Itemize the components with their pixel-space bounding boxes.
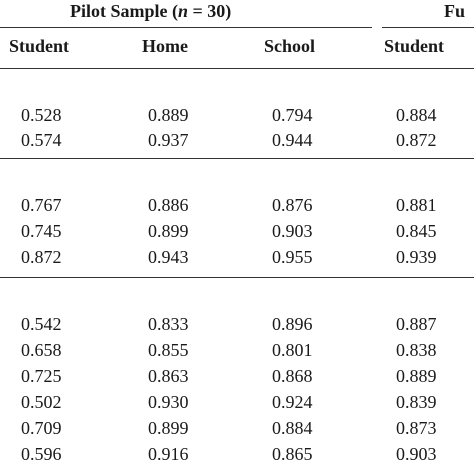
table-cell: 0.930 [148, 392, 189, 412]
table-cell: 0.725 [21, 366, 62, 386]
table-cell: 0.801 [272, 340, 313, 360]
table-cell: 0.542 [21, 314, 62, 334]
table-cell: 0.884 [396, 105, 437, 125]
table-cell: 0.833 [148, 314, 189, 334]
table-cell: 0.903 [396, 444, 437, 464]
group-header-row: Pilot Sample (n = 30) Fu [0, 0, 474, 28]
full-group-underline [382, 27, 474, 28]
table-cell: 0.899 [148, 221, 189, 241]
table-cell: 0.944 [272, 130, 313, 150]
pilot-sample-title: Pilot Sample (n = 30) [70, 1, 231, 22]
table-cell: 0.937 [148, 130, 189, 150]
table-cell: 0.502 [21, 392, 62, 412]
table-cell: 0.881 [396, 195, 437, 215]
table-cell: 0.838 [396, 340, 437, 360]
column-header-student: Student [9, 36, 70, 56]
table-cell: 0.884 [272, 418, 313, 438]
pilot-group-underline [0, 27, 372, 28]
table-cell: 0.855 [148, 340, 189, 360]
section-rule [0, 277, 474, 278]
header-rule [0, 68, 474, 69]
table-cell: 0.596 [21, 444, 62, 464]
table-cell: 0.887 [396, 314, 437, 334]
table-cell: 0.872 [396, 130, 437, 150]
table-cell: 0.868 [272, 366, 313, 386]
table-cell: 0.872 [21, 247, 62, 267]
table-cell: 0.889 [396, 366, 437, 386]
table-cell: 0.924 [272, 392, 313, 412]
table-cell: 0.845 [396, 221, 437, 241]
table-cell: 0.896 [272, 314, 313, 334]
table-cell: 0.899 [148, 418, 189, 438]
full-sample-title: Fu [444, 1, 466, 21]
table-cell: 0.745 [21, 221, 62, 241]
table-cell: 0.839 [396, 392, 437, 412]
table-cell: 0.794 [272, 105, 313, 125]
table-cell: 0.574 [21, 130, 62, 150]
table-cell: 0.886 [148, 195, 189, 215]
column-header-student-full: Student [384, 36, 445, 56]
table-cell: 0.955 [272, 247, 313, 267]
table-cell: 0.863 [148, 366, 189, 386]
pilot-title-n: n [178, 1, 189, 21]
table-cell: 0.876 [272, 195, 313, 215]
table-cell: 0.943 [148, 247, 189, 267]
table-cell: 0.528 [21, 105, 62, 125]
table-cell: 0.903 [272, 221, 313, 241]
table-cell: 0.709 [21, 418, 62, 438]
table-cell: 0.767 [21, 195, 62, 215]
table-cell: 0.889 [148, 105, 189, 125]
pilot-title-prefix: Pilot Sample ( [70, 1, 178, 21]
table-cell: 0.916 [148, 444, 189, 464]
table-cell: 0.873 [396, 418, 437, 438]
column-header-home: Home [142, 36, 188, 56]
table-cell: 0.658 [21, 340, 62, 360]
table-cell: 0.939 [396, 247, 437, 267]
pilot-title-suffix: = 30) [188, 1, 232, 21]
section-rule [0, 158, 474, 159]
table-cell: 0.865 [272, 444, 313, 464]
column-header-school: School [264, 36, 316, 56]
